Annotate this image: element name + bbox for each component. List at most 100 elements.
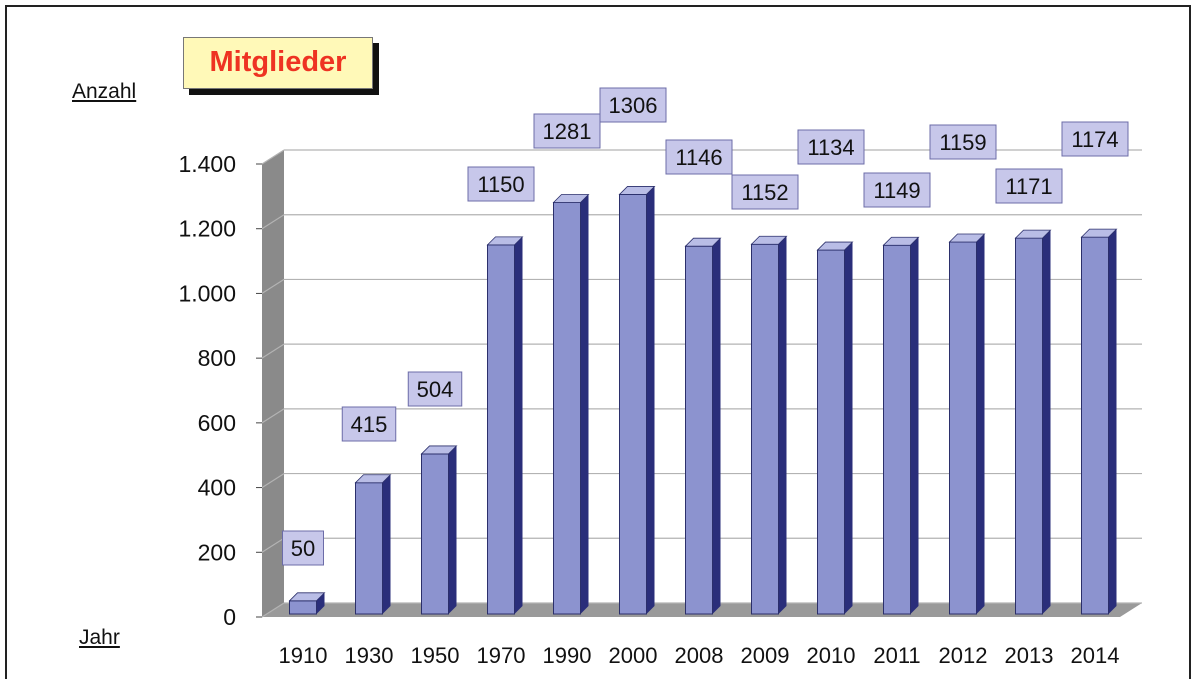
y-tick-label: 600	[198, 410, 236, 436]
data-label: 1174	[1061, 121, 1129, 157]
bar-side	[1108, 229, 1117, 614]
bar-top	[684, 237, 722, 247]
gridline-diagonal	[261, 214, 285, 230]
bar-top	[816, 241, 854, 251]
bar-top	[1080, 228, 1118, 238]
data-label-box	[467, 166, 535, 202]
data-label-text: 415	[351, 412, 388, 437]
y-tick-label: 200	[198, 539, 236, 565]
y-tick-label: 1.000	[178, 280, 236, 306]
bar	[750, 235, 788, 615]
data-label: 1152	[731, 174, 799, 210]
bar-side	[976, 233, 985, 614]
data-label-text: 50	[291, 536, 315, 561]
bar	[288, 592, 326, 615]
gridline-diagonal	[261, 602, 285, 618]
data-label-text: 1150	[477, 172, 524, 197]
data-label-text: 1134	[807, 135, 854, 160]
x-tick-label: 2010	[807, 643, 856, 668]
bar-top	[1014, 229, 1052, 239]
bar-front	[817, 249, 845, 615]
data-label-box	[533, 113, 601, 149]
data-label-box	[341, 406, 397, 442]
bar-front	[421, 453, 449, 615]
bar-front	[1015, 237, 1043, 615]
bar-front	[751, 243, 779, 615]
bar-top	[552, 194, 590, 203]
data-labels: 50 415 504 1150 1281 1306 1146 1152 1134 1149 1159…	[282, 87, 1129, 566]
data-label: 1171	[995, 168, 1063, 204]
bar	[816, 241, 854, 615]
data-label-box	[863, 172, 931, 208]
bar	[618, 186, 656, 615]
bar	[948, 233, 986, 615]
data-label-box	[282, 530, 324, 566]
gridline-diagonal	[261, 473, 285, 489]
bar	[486, 236, 524, 615]
bar-side	[448, 445, 457, 614]
bars	[288, 186, 1118, 615]
bar-side	[712, 238, 721, 615]
data-label-box	[929, 124, 997, 160]
bar-top	[618, 186, 656, 195]
x-tick-label: 1930	[345, 643, 394, 668]
gridline-diagonal	[261, 537, 285, 553]
bar-front	[883, 244, 911, 615]
bar-side	[580, 194, 589, 614]
x-tick-label: 1910	[279, 643, 328, 668]
bar-side	[382, 474, 391, 614]
y-tick-label: 0	[223, 604, 236, 630]
y-tick-labels: 0 200 400 600 800 1.000 1.200 1.400	[178, 151, 236, 630]
bar-front	[553, 202, 581, 615]
data-label-text: 1306	[609, 93, 658, 118]
bar-side	[910, 237, 919, 614]
data-label-text: 1281	[543, 119, 592, 144]
bar-side	[1042, 230, 1051, 615]
gridline-diagonal	[261, 408, 285, 424]
x-axis-title: Jahr	[79, 626, 120, 649]
data-label: 1159	[929, 124, 997, 160]
data-label-text: 1149	[873, 178, 920, 203]
x-tick-label: 2009	[741, 643, 790, 668]
data-label-text: 504	[417, 377, 454, 402]
bar	[1014, 229, 1052, 615]
data-label: 1146	[665, 139, 733, 175]
data-label-box	[407, 371, 463, 407]
bar-side	[778, 236, 787, 614]
gridline-diagonal	[261, 149, 285, 165]
bar-front	[685, 245, 713, 615]
x-tick-label: 2000	[609, 643, 658, 668]
x-tick-label: 2012	[939, 643, 988, 668]
bar	[552, 194, 590, 615]
y-axis-title: Anzahl	[72, 80, 137, 103]
bar-top	[354, 474, 392, 484]
x-tick-labels: 1910 1930 1950 1970 1990 2000 2008 2009 2010 2011…	[279, 643, 1120, 668]
data-label: 50	[282, 530, 324, 566]
data-label: 1150	[467, 166, 535, 202]
data-label-text: 1171	[1005, 174, 1052, 199]
bar-side	[316, 592, 325, 614]
data-label: 504	[407, 371, 463, 407]
bar	[684, 237, 722, 615]
data-label-box	[995, 168, 1063, 204]
x-tick-label: 2011	[873, 643, 920, 668]
bar-top	[948, 233, 986, 243]
data-label-box	[797, 129, 865, 165]
gridline-diagonal	[261, 278, 285, 294]
bar	[882, 236, 920, 615]
bar-side	[514, 236, 523, 614]
bar-front	[289, 600, 317, 615]
x-tick-label: 2013	[1005, 643, 1054, 668]
bar-side	[844, 242, 853, 614]
bar-side	[646, 186, 655, 614]
bar-front	[619, 193, 647, 615]
data-label: 1134	[797, 129, 865, 165]
x-tick-label: 2014	[1071, 643, 1120, 668]
data-label-box	[665, 139, 733, 175]
bar-top	[882, 236, 920, 246]
bar-top	[420, 445, 458, 455]
bar-top	[750, 235, 788, 245]
data-label: 1281	[533, 113, 601, 149]
left-wall	[262, 150, 284, 617]
y-tick-label: 1.400	[178, 151, 236, 177]
